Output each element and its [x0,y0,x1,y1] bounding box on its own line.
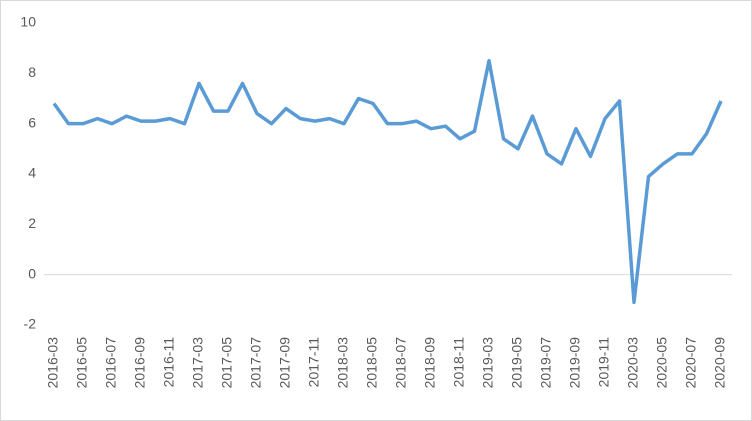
x-tick-label: 2016-11 [161,337,177,388]
x-tick-label: 2017-07 [248,337,264,389]
x-tick-label: 2018-09 [422,337,438,389]
x-tick-label: 2017-03 [190,337,206,389]
x-tick-label: 2019-11 [596,337,612,388]
x-tick-label: 2018-11 [451,337,467,388]
y-tick-label: 10 [20,14,36,30]
x-tick-label: 2019-05 [509,337,525,389]
x-tick-label: 2017-09 [277,337,293,389]
y-tick-label: 8 [28,64,36,80]
x-tick-label: 2018-07 [393,337,409,389]
y-tick-label: 6 [28,114,36,130]
x-tick-label: 2020-05 [654,337,670,389]
x-tick-label: 2017-11 [306,337,322,388]
data-line [52,59,723,305]
x-tick-label: 2020-03 [625,337,641,389]
x-tick-label: 2019-09 [567,337,583,389]
x-tick-label: 2017-05 [219,337,235,389]
x-tick-label: 2019-03 [480,337,496,389]
y-tick-label: -2 [24,316,37,332]
x-tick-label: 2019-07 [538,337,554,389]
y-tick-label: 4 [28,165,36,181]
y-tick-label: 2 [28,215,36,231]
x-tick-label: 2016-07 [103,337,119,389]
x-tick-label: 2018-03 [335,337,351,389]
x-tick-label: 2016-03 [45,337,61,389]
x-tick-label: 2018-05 [364,337,380,389]
x-tick-label: 2016-05 [74,337,90,389]
x-tick-label: 2020-09 [712,337,728,389]
x-tick-label: 2016-09 [132,337,148,389]
x-tick-label: 2020-07 [683,337,699,389]
y-tick-label: 0 [28,265,36,281]
